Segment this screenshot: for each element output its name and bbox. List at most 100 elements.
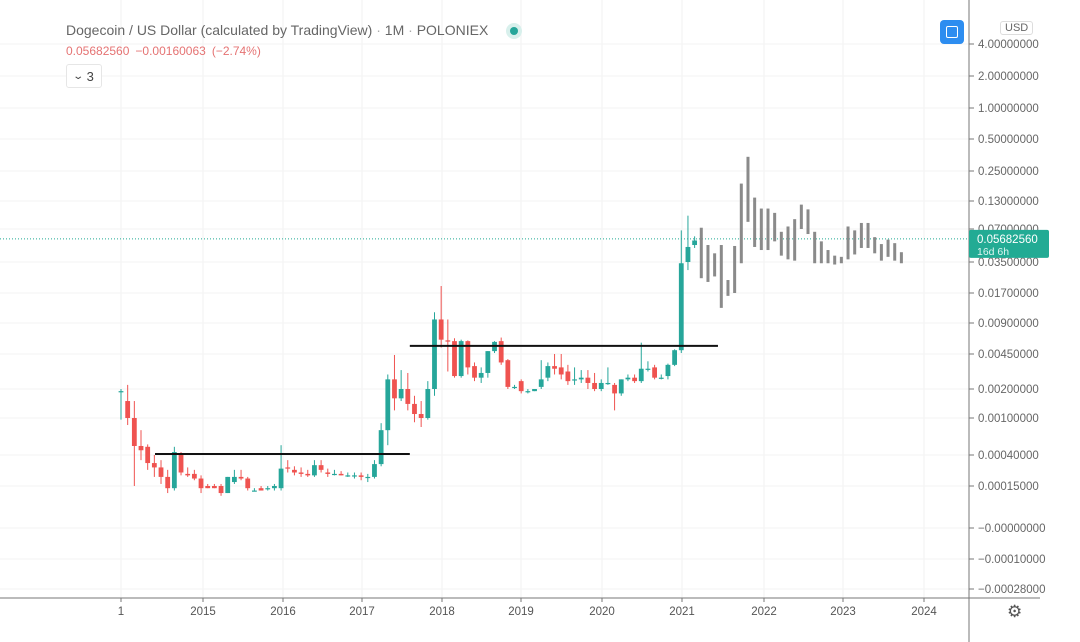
candle-down xyxy=(338,473,344,476)
interval[interactable]: 1M xyxy=(384,22,405,38)
projection-bar xyxy=(759,208,763,251)
time-tick-label: 1 xyxy=(118,606,124,618)
price-tick-label: 0.00200000 xyxy=(978,384,1039,396)
candle-up xyxy=(312,465,317,476)
candle-down xyxy=(498,341,504,363)
candle-down xyxy=(178,453,184,473)
projection-bar xyxy=(859,222,863,248)
projection-bar xyxy=(793,219,797,261)
candle-up xyxy=(478,372,484,378)
currency-label[interactable]: USD xyxy=(1000,21,1034,35)
candle-down xyxy=(145,446,151,464)
candle-up xyxy=(625,377,631,380)
candle-up xyxy=(638,368,644,382)
candle-up xyxy=(692,240,698,246)
candle-up xyxy=(352,475,357,477)
candle-down xyxy=(125,401,131,418)
candle-down xyxy=(151,463,157,468)
candle-down xyxy=(518,381,524,392)
candle-up xyxy=(672,350,678,365)
projection-bar xyxy=(766,208,770,251)
candle-down xyxy=(552,366,557,369)
time-tick-label: 2023 xyxy=(830,606,856,618)
candle-up xyxy=(118,391,124,393)
price-tag-value: 0.05682560 xyxy=(977,234,1038,246)
candle-up xyxy=(572,379,577,381)
price-tick-label: 0.00450000 xyxy=(978,349,1039,361)
candle-up xyxy=(225,476,231,494)
projection-bar xyxy=(753,197,757,247)
last-price: 0.05682560 xyxy=(66,44,130,58)
candle-up xyxy=(458,341,464,377)
projection-bar xyxy=(779,231,783,256)
candle-up xyxy=(618,379,624,394)
candle-up xyxy=(372,464,377,477)
time-tick-label: 2022 xyxy=(751,606,777,618)
price-tick-label: −0.00010000 xyxy=(978,554,1045,566)
projection-bar xyxy=(813,231,817,264)
candle-up xyxy=(578,377,584,380)
time-tick-label: 2015 xyxy=(190,606,216,618)
candle-up xyxy=(378,430,384,465)
candle-down xyxy=(438,319,444,340)
candle-up xyxy=(365,476,371,479)
candle-up xyxy=(171,452,177,489)
candle-up xyxy=(252,490,257,492)
candle-down xyxy=(205,486,211,489)
symbol-title[interactable]: Dogecoin / US Dollar (calculated by Trad… xyxy=(66,22,373,38)
candle-down xyxy=(258,488,264,491)
candle-down xyxy=(452,341,457,377)
candle-down xyxy=(165,476,171,489)
candle-up xyxy=(678,263,684,351)
candle-up xyxy=(532,389,537,392)
candle-down xyxy=(405,389,411,404)
price-tick-label: 0.13000000 xyxy=(978,196,1039,208)
projection-bar xyxy=(899,252,903,264)
price-legend: 0.05682560 −0.00160063 (−2.74%) xyxy=(66,44,267,58)
gear-icon[interactable]: ⚙ xyxy=(1007,602,1023,621)
candle-down xyxy=(131,418,137,446)
candle-down xyxy=(325,472,331,474)
candle-down xyxy=(592,382,597,389)
chart-title: Dogecoin / US Dollar (calculated by Trad… xyxy=(66,22,519,38)
indicators-toggle-button[interactable]: ⌄ 3 xyxy=(66,64,102,88)
projection-bar xyxy=(746,156,750,222)
projection-bar xyxy=(826,250,830,264)
projection-bar xyxy=(866,222,870,248)
candle-up xyxy=(545,366,551,378)
candle-down xyxy=(298,472,304,474)
candle-up xyxy=(645,368,651,370)
price-tick-label: 0.01700000 xyxy=(978,288,1039,300)
candle-down xyxy=(585,377,591,383)
candle-up xyxy=(598,382,604,389)
projection-bar xyxy=(846,226,850,260)
candle-down xyxy=(565,371,571,382)
time-tick-label: 2017 xyxy=(349,606,375,618)
price-tag xyxy=(969,229,1049,258)
candle-up xyxy=(685,246,691,262)
candle-down xyxy=(472,366,477,378)
price-tick-label: 0.00040000 xyxy=(978,450,1039,462)
candle-up xyxy=(265,488,271,490)
time-tick-label: 2019 xyxy=(508,606,534,618)
candle-down xyxy=(285,467,291,469)
candle-down xyxy=(211,486,217,489)
projection-bar xyxy=(786,226,790,260)
candle-up xyxy=(512,386,517,389)
candle-down xyxy=(198,478,204,489)
square-icon[interactable] xyxy=(940,20,964,44)
candle-up xyxy=(398,389,404,399)
candle-up xyxy=(272,486,277,489)
projection-bar xyxy=(773,212,777,242)
candle-down xyxy=(358,475,364,477)
candle-down xyxy=(612,384,617,394)
candle-down xyxy=(505,360,511,387)
price-tick-label: 0.00900000 xyxy=(978,318,1039,330)
projection-bar xyxy=(799,204,803,229)
candle-up xyxy=(425,389,431,418)
candle-up xyxy=(278,468,284,489)
projection-bar xyxy=(713,253,717,277)
projection-bar xyxy=(853,230,857,255)
price-tick-label: 1.00000000 xyxy=(978,103,1039,115)
